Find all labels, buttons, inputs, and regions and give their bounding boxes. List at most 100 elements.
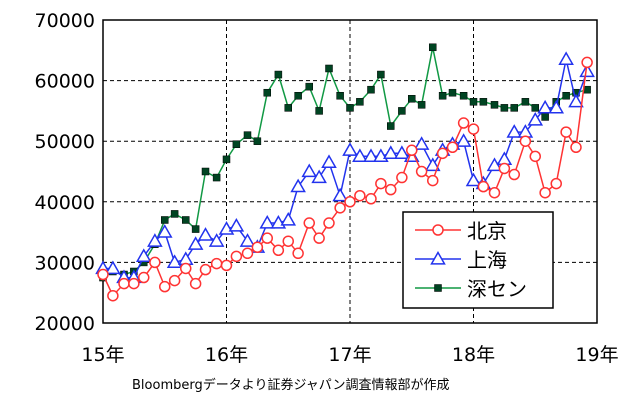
data-point <box>446 141 459 154</box>
legend-item: 北京 <box>415 219 507 243</box>
data-point <box>294 92 302 100</box>
data-point <box>510 104 519 112</box>
axis-layer: 20000 30000 40000 50000 60000 70000 15年 16年 17年 1… <box>35 10 619 366</box>
data-point <box>436 147 449 160</box>
data-point <box>272 244 285 257</box>
y-tick-label: 20000 <box>35 313 95 335</box>
data-point <box>97 268 109 281</box>
data-point <box>508 168 521 181</box>
data-point <box>344 196 356 208</box>
data-point <box>583 85 591 94</box>
data-point <box>352 148 368 162</box>
data-point <box>274 70 283 79</box>
data-point <box>323 217 335 229</box>
source-note: Bloombergデータより証券ジャパン調査情報部が作成 <box>132 378 450 393</box>
data-point <box>550 177 562 190</box>
legend-marker <box>432 224 444 236</box>
data-point <box>539 186 551 199</box>
data-point <box>385 183 397 196</box>
data-point <box>459 92 468 100</box>
data-point <box>500 104 509 112</box>
data-point <box>303 217 315 229</box>
data-point <box>581 56 593 69</box>
legend-label: 深セン <box>467 277 527 301</box>
data-point <box>465 172 482 187</box>
x-tick-label: 16年 <box>205 344 248 366</box>
series-layer <box>95 43 595 302</box>
data-point <box>570 141 582 154</box>
data-point <box>311 169 327 184</box>
data-point <box>417 101 426 109</box>
data-point <box>457 117 470 129</box>
data-point <box>558 51 574 66</box>
data-point <box>531 104 539 112</box>
data-point <box>377 70 385 79</box>
data-point <box>408 95 416 103</box>
data-point <box>519 135 532 147</box>
y-tick-label: 70000 <box>35 10 95 32</box>
data-point <box>170 210 179 218</box>
x-tick-label: 18年 <box>452 344 495 366</box>
data-point <box>321 154 337 169</box>
legend-label: 上海 <box>467 248 507 272</box>
data-point <box>455 133 472 147</box>
data-point <box>161 216 169 224</box>
data-point <box>529 150 541 163</box>
data-point <box>220 259 233 272</box>
data-point <box>387 122 395 130</box>
data-point <box>332 187 348 202</box>
data-point <box>149 256 161 269</box>
data-point <box>301 163 318 178</box>
data-point <box>346 104 354 112</box>
data-point <box>228 218 245 232</box>
data-point <box>181 216 190 224</box>
data-point <box>251 241 264 253</box>
data-point <box>208 233 225 247</box>
data-point <box>280 211 297 226</box>
data-point <box>527 111 544 126</box>
data-point <box>488 186 501 199</box>
data-point <box>232 140 241 148</box>
data-point <box>365 193 377 205</box>
legend-marker <box>430 250 446 265</box>
data-point <box>284 104 292 112</box>
data-point <box>560 126 572 138</box>
legend-marker <box>434 284 442 292</box>
data-point <box>210 257 223 270</box>
data-point <box>537 99 553 114</box>
x-tick-label: 17年 <box>328 344 371 366</box>
data-point <box>290 178 306 193</box>
data-point <box>191 225 200 233</box>
plot-frame <box>102 19 598 324</box>
data-point <box>177 251 194 265</box>
data-point <box>406 144 418 157</box>
data-point <box>568 93 584 108</box>
legend-item: 深セン <box>415 277 527 301</box>
data-point <box>156 224 173 238</box>
data-point <box>282 235 294 247</box>
data-point <box>118 277 130 290</box>
data-point <box>438 92 447 100</box>
data-point <box>467 123 480 135</box>
data-point <box>135 248 152 262</box>
data-point <box>201 167 210 176</box>
data-point <box>426 174 439 187</box>
data-point <box>313 232 325 244</box>
data-point <box>253 137 262 145</box>
data-point <box>261 232 274 244</box>
data-point <box>199 263 212 276</box>
data-point <box>147 233 163 247</box>
data-point <box>477 180 490 193</box>
data-point <box>166 254 183 269</box>
data-point <box>354 189 366 202</box>
data-point <box>382 145 399 159</box>
data-point <box>498 162 511 175</box>
data-point <box>259 214 276 229</box>
data-point <box>239 233 256 247</box>
data-point <box>305 82 313 91</box>
data-point <box>424 157 441 172</box>
data-point <box>197 227 214 241</box>
data-point <box>356 98 364 106</box>
